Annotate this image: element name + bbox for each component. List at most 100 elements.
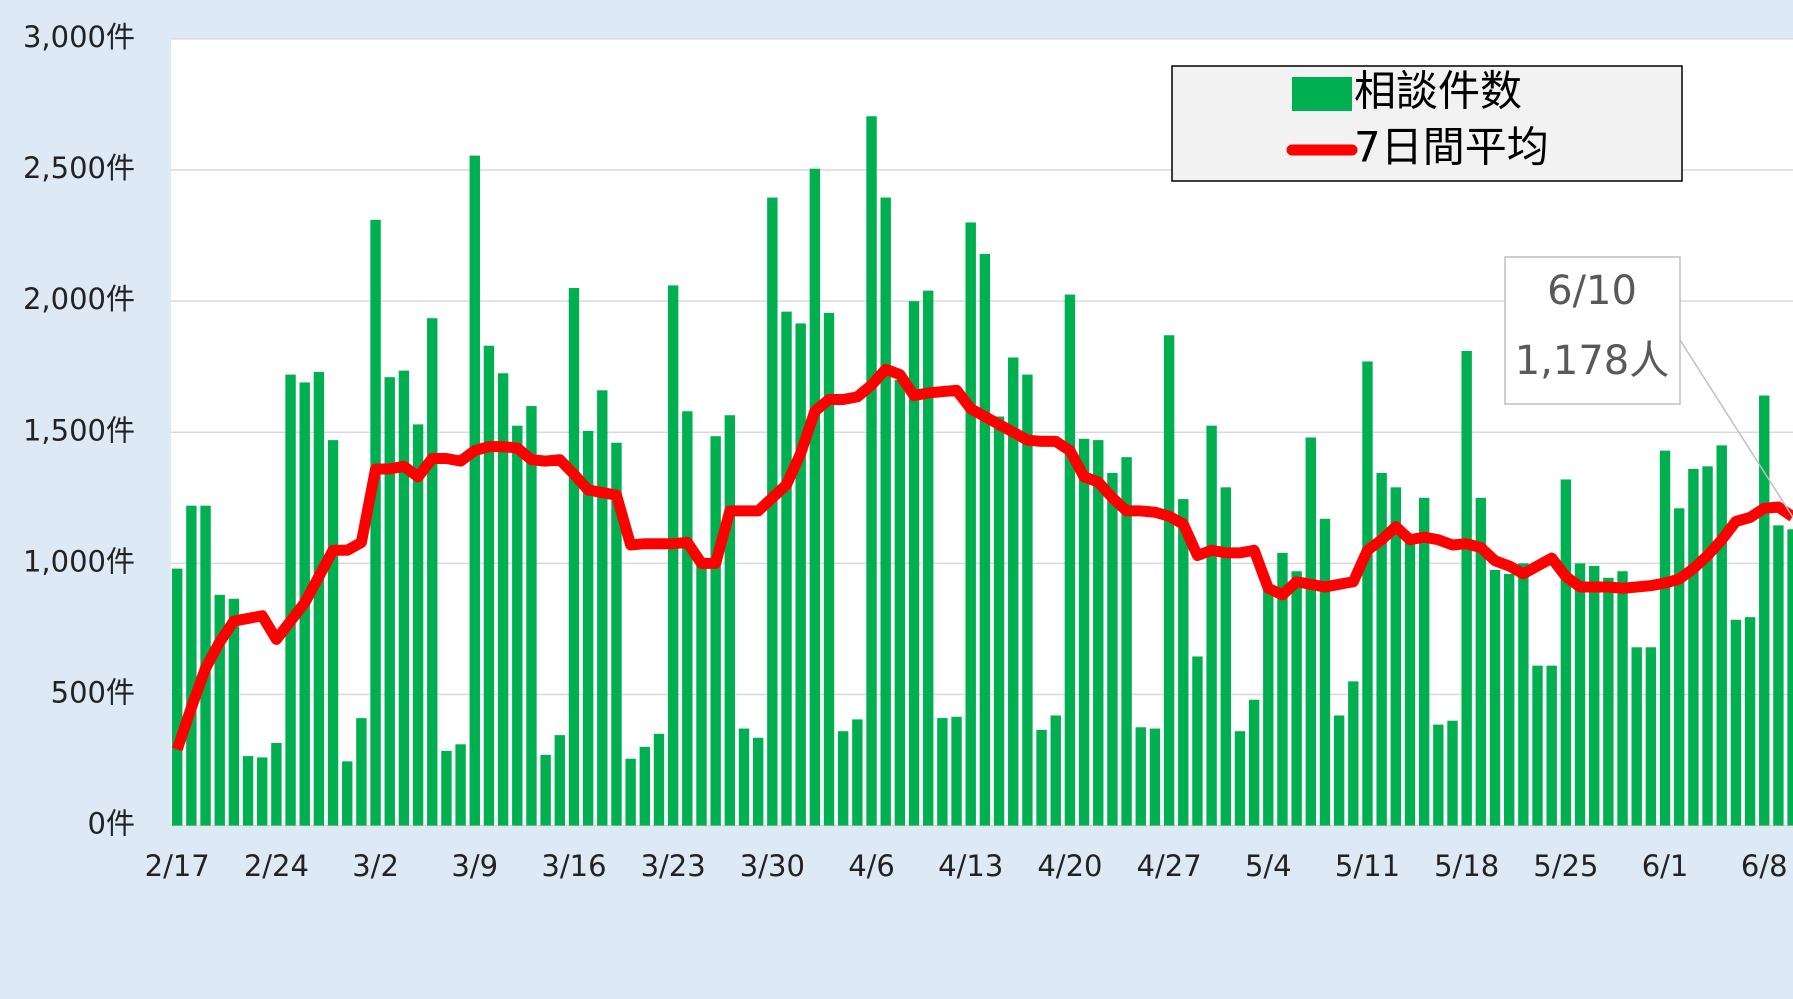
bar — [837, 731, 849, 826]
bar — [1121, 457, 1132, 826]
bar — [1645, 647, 1657, 826]
bar — [1277, 552, 1288, 826]
bar — [1518, 563, 1529, 826]
bar — [696, 560, 707, 826]
bar — [1050, 715, 1061, 826]
bar — [625, 758, 636, 826]
bar — [1348, 681, 1359, 826]
bar — [937, 718, 948, 826]
bar — [228, 598, 240, 826]
bar — [852, 719, 863, 826]
bar — [1263, 589, 1274, 826]
legend-swatch — [1292, 77, 1352, 111]
bar — [512, 425, 523, 826]
bar — [1461, 350, 1472, 826]
bar — [172, 568, 183, 826]
bar — [1093, 440, 1104, 826]
bar — [285, 374, 296, 826]
y-tick-label: 3,000件 — [23, 20, 135, 54]
x-tick-label: 3/30 — [740, 849, 805, 883]
bar — [554, 735, 565, 826]
average-line — [171, 363, 1793, 752]
bar — [1418, 497, 1430, 826]
bar — [1475, 497, 1487, 826]
bar — [1617, 571, 1628, 826]
x-tick-label: 3/2 — [352, 849, 399, 883]
bar — [497, 373, 509, 826]
bar — [1149, 728, 1161, 826]
bar — [441, 750, 452, 826]
bar — [1532, 665, 1543, 826]
bar — [682, 411, 693, 826]
annotation-text: 1,178人 — [1515, 338, 1670, 384]
bar — [710, 436, 721, 826]
bar — [653, 733, 665, 826]
bar — [1730, 619, 1742, 826]
bar — [1546, 665, 1557, 826]
bar — [1589, 565, 1600, 826]
bar — [894, 379, 906, 826]
x-tick-label: 4/6 — [848, 849, 895, 883]
bar — [1234, 731, 1246, 826]
x-tick-label: 5/4 — [1245, 849, 1292, 883]
bar — [993, 416, 1005, 826]
bar — [951, 716, 962, 826]
bar — [1404, 542, 1416, 826]
bar — [1773, 525, 1784, 826]
bar — [412, 424, 424, 826]
x-tick-label: 3/9 — [451, 849, 498, 883]
x-tick-label: 6/8 — [1741, 849, 1788, 883]
bar — [1163, 335, 1175, 826]
y-tick-label: 1,500件 — [23, 413, 135, 447]
annotation-leader — [1679, 339, 1793, 518]
bar — [313, 371, 325, 826]
bar — [1489, 569, 1501, 826]
bar — [880, 197, 891, 826]
bar — [1447, 720, 1458, 826]
bar — [1574, 563, 1586, 826]
legend-label: 相談件数 — [1354, 67, 1522, 116]
bar — [1376, 472, 1387, 826]
bar — [597, 390, 608, 826]
bar — [257, 757, 268, 826]
bar — [823, 312, 835, 826]
x-tick-label: 5/11 — [1335, 849, 1400, 883]
bar — [526, 406, 537, 826]
bar — [1503, 573, 1515, 826]
bar — [1603, 577, 1614, 826]
y-tick-label: 1,000件 — [23, 544, 135, 578]
bar — [370, 219, 381, 826]
bar — [866, 116, 877, 826]
bar — [1688, 468, 1699, 826]
x-tick-label: 6/1 — [1642, 849, 1689, 883]
bar — [342, 761, 353, 826]
bar — [724, 415, 736, 826]
bar — [1759, 395, 1770, 826]
x-tick-label: 3/23 — [641, 849, 706, 883]
bar — [1305, 437, 1316, 826]
y-tick-label: 2,000件 — [23, 282, 135, 316]
bar — [923, 290, 934, 826]
bar — [1036, 729, 1047, 826]
bar — [1135, 727, 1146, 826]
bar — [965, 222, 976, 826]
bar — [1022, 374, 1033, 826]
x-tick-label: 4/27 — [1137, 849, 1202, 883]
bar — [795, 323, 806, 826]
bar — [582, 430, 594, 826]
bar — [979, 253, 991, 826]
bar — [1064, 294, 1076, 826]
x-tick-label: 4/20 — [1037, 849, 1102, 883]
bar — [1631, 647, 1642, 826]
bar — [1744, 617, 1756, 826]
annotation-text: 6/10 — [1547, 268, 1637, 314]
bar — [1659, 450, 1671, 826]
x-tick-label: 3/16 — [541, 849, 606, 883]
bar — [752, 737, 764, 826]
bar — [1206, 425, 1217, 826]
x-tick-label: 5/25 — [1533, 849, 1598, 883]
bar — [1178, 499, 1189, 826]
bar — [1787, 529, 1793, 826]
